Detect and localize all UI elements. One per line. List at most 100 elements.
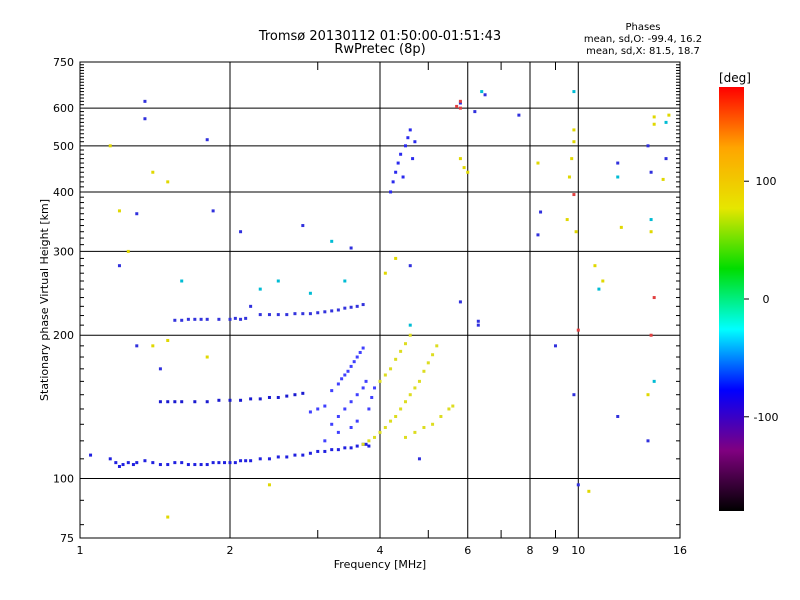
data-point <box>572 140 576 144</box>
data-point <box>408 128 412 132</box>
data-point <box>180 279 184 283</box>
colorbar-tick-label: 0 <box>763 293 770 306</box>
data-point <box>135 461 139 465</box>
data-point <box>389 190 393 194</box>
data-point <box>349 364 353 368</box>
data-point <box>316 407 320 411</box>
data-point <box>616 161 620 165</box>
data-point <box>403 400 407 404</box>
data-point <box>466 170 470 174</box>
data-point <box>458 157 462 161</box>
y-tick-label: 100 <box>53 473 74 486</box>
data-point <box>258 313 262 317</box>
data-point <box>301 391 305 395</box>
data-point <box>352 360 356 364</box>
data-point <box>451 404 455 408</box>
data-point <box>199 463 203 467</box>
data-point <box>301 224 305 228</box>
data-point <box>408 393 412 397</box>
colorbar-strip <box>719 87 744 511</box>
data-point <box>373 435 377 439</box>
data-point <box>483 93 487 97</box>
data-point <box>619 225 623 229</box>
x-tick-label: 9 <box>552 544 559 557</box>
data-point <box>173 461 177 465</box>
data-point <box>186 317 190 321</box>
data-point <box>323 310 327 314</box>
data-point <box>205 463 209 467</box>
data-point <box>308 410 312 414</box>
data-point <box>117 464 121 468</box>
phase-info-heading: Phases <box>625 22 660 33</box>
data-point <box>435 344 439 348</box>
data-point <box>336 382 340 386</box>
data-point <box>217 461 221 465</box>
data-point <box>173 318 177 322</box>
data-point <box>394 357 398 361</box>
data-point <box>361 442 365 446</box>
data-point <box>173 400 177 404</box>
x-tick-label: 10 <box>571 544 585 557</box>
data-point <box>330 309 334 313</box>
data-point <box>336 430 340 434</box>
data-point <box>394 170 398 174</box>
data-point <box>158 400 162 404</box>
data-point <box>536 161 540 165</box>
data-point <box>355 444 359 448</box>
data-point <box>239 317 243 321</box>
data-point <box>565 218 569 222</box>
data-point <box>205 138 209 142</box>
data-point <box>399 407 403 411</box>
y-tick-label: 750 <box>53 56 74 69</box>
data-point <box>249 459 253 463</box>
data-point <box>364 442 368 446</box>
data-point <box>417 457 421 461</box>
phase-info-o-mode: mean, sd,O: -99.4, 16.2 <box>584 34 702 45</box>
data-point <box>408 323 412 327</box>
data-point <box>349 246 353 250</box>
data-point <box>293 312 297 316</box>
data-point <box>411 157 415 161</box>
data-point <box>417 379 421 383</box>
data-point <box>316 311 320 315</box>
data-point <box>143 117 147 121</box>
data-point <box>244 459 248 463</box>
data-point <box>408 264 412 268</box>
data-point <box>336 448 340 452</box>
data-point <box>330 422 334 426</box>
data-point <box>143 459 147 463</box>
data-point <box>399 152 403 156</box>
data-point <box>316 449 320 453</box>
data-point <box>358 350 362 354</box>
data-point <box>355 355 359 359</box>
data-point <box>349 400 353 404</box>
data-point <box>373 386 377 390</box>
data-point <box>649 170 653 174</box>
data-point <box>646 393 650 397</box>
data-point <box>401 175 405 179</box>
data-point <box>447 407 451 411</box>
x-tick-label: 16 <box>673 544 687 557</box>
data-point <box>239 398 243 402</box>
data-point <box>378 430 382 434</box>
data-point <box>343 279 347 283</box>
data-point <box>180 400 184 404</box>
data-point <box>539 210 543 214</box>
data-point <box>378 379 382 383</box>
data-point <box>426 361 430 365</box>
data-point <box>536 233 540 237</box>
phase-info-x-mode: mean, sd,X: 81.5, 18.7 <box>586 46 700 57</box>
header-group: Tromsø 20130112 01:50:00-01:51:43 RwPret… <box>258 22 702 57</box>
y-tick-label: 500 <box>53 140 74 153</box>
data-point <box>439 414 443 418</box>
data-point <box>572 90 576 94</box>
data-point <box>267 457 271 461</box>
data-point <box>244 316 248 320</box>
data-point <box>367 407 371 411</box>
data-point <box>616 414 620 418</box>
data-point <box>403 435 407 439</box>
data-point <box>308 451 312 455</box>
data-point <box>349 446 353 450</box>
data-point <box>330 239 334 243</box>
data-point <box>383 373 387 377</box>
